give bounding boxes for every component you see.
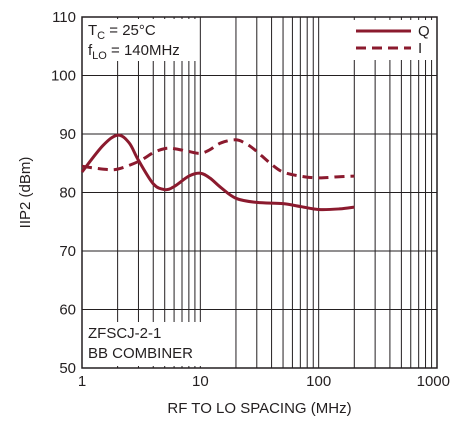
y-tick-label: 80 [59, 185, 76, 202]
y-tick-label: 110 [52, 9, 76, 26]
y-axis-label: IIP2 (dBm) [17, 157, 34, 229]
x-axis-label: RF TO LO SPACING (MHz) [167, 400, 351, 417]
x-tick-label: 1000 [417, 373, 450, 390]
y-tick-label: 60 [59, 302, 76, 319]
series-lines [80, 133, 355, 212]
x-tick-label: 1 [78, 373, 86, 390]
legend-label-q: Q [418, 23, 430, 40]
y-tick-label: 90 [59, 126, 76, 143]
x-tick-label: 100 [306, 373, 331, 390]
legend-label-i: I [418, 40, 422, 57]
annotation-background [84, 322, 212, 366]
series-line-q [80, 133, 355, 212]
grid-lines [82, 17, 437, 368]
condition-tc: TC = 25°C [88, 22, 156, 42]
plot-frame [81, 16, 438, 369]
conditions-background [84, 19, 198, 61]
annotation-line-2: BB COMBINER [88, 345, 193, 362]
y-tick-label: 100 [51, 68, 76, 85]
y-tick-label: 50 [59, 360, 76, 377]
condition-flo: fLO = 140MHz [88, 42, 180, 62]
y-tick-label: 70 [59, 243, 76, 260]
legend: QI [356, 23, 430, 57]
x-tick-label: 10 [192, 373, 209, 390]
legend-background [352, 20, 434, 60]
annotation-line-1: ZFSCJ-2-1 [88, 325, 161, 342]
